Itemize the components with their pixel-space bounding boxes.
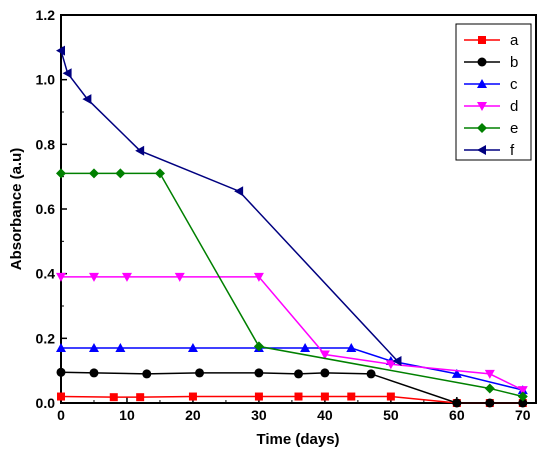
series-a-point <box>254 392 263 401</box>
legend-label-f: f <box>510 142 515 159</box>
x-tick-label: 40 <box>317 407 333 423</box>
series-e-point <box>484 383 495 394</box>
y-tick-label: 0.6 <box>36 201 56 217</box>
legend-marker-d <box>477 102 487 111</box>
series-c-point <box>88 343 99 353</box>
series-a-point <box>294 392 303 401</box>
series-b-point <box>56 367 66 377</box>
legend-marker-c <box>477 79 487 88</box>
legend-label-b: b <box>510 54 518 71</box>
legend-marker-b <box>477 57 487 67</box>
series-f <box>56 45 402 366</box>
series-b <box>56 367 528 408</box>
series-b-point <box>518 398 528 408</box>
y-tick-label: 0.2 <box>36 330 56 346</box>
series-f-point <box>82 94 92 105</box>
series-a-point <box>57 392 65 401</box>
legend-box <box>455 23 532 161</box>
y-axis-title: Absorbance (a.u) <box>8 148 25 271</box>
legend-marker-a <box>478 36 486 44</box>
series-d-point <box>88 272 99 282</box>
series-e-point <box>56 168 66 179</box>
series-a-point <box>136 393 145 402</box>
series-f-point <box>392 355 402 366</box>
legend-marker-e <box>477 123 487 133</box>
legend-marker-f <box>477 145 486 155</box>
series-a-point <box>188 392 197 401</box>
series-e-point <box>517 391 528 402</box>
series-f-point <box>62 68 72 79</box>
x-tick-label: 30 <box>251 407 267 423</box>
legend-label-d: d <box>510 98 518 115</box>
series-a-point <box>347 392 356 401</box>
series-f-line <box>60 50 399 362</box>
series-e <box>56 168 528 402</box>
series-b-point <box>142 369 152 379</box>
series-e-point <box>88 168 99 179</box>
x-tick-label: 10 <box>119 407 135 423</box>
series-d-point <box>484 369 495 379</box>
legend-label-e: e <box>510 120 518 137</box>
series-c <box>56 343 528 395</box>
series-a-point <box>109 393 118 402</box>
y-tick-label: 0.4 <box>36 266 56 282</box>
y-tick-label: 1.0 <box>36 72 56 88</box>
series-c-point <box>451 368 462 378</box>
axis-ticks: 0 10 20 30 40 50 60 70 0.0 0.2 0.4 0.6 0.8 1.0 1.2 <box>36 7 531 423</box>
series-c-point <box>300 343 311 353</box>
series-b-point <box>294 369 303 379</box>
series-d-point <box>121 272 132 282</box>
series-c-point <box>187 343 198 353</box>
series-f-point <box>56 45 65 56</box>
x-tick-label: 0 <box>57 407 65 423</box>
series-f-point <box>135 145 145 156</box>
series-e-point <box>253 341 264 352</box>
series-c-line <box>61 347 523 391</box>
x-tick-label: 60 <box>449 407 465 423</box>
x-tick-label: 20 <box>185 407 201 423</box>
series-d-point <box>517 386 528 396</box>
y-tick-label: 0.0 <box>36 395 56 411</box>
series-c-point <box>115 343 126 353</box>
series-c-point <box>56 343 66 353</box>
x-tick-label: 70 <box>515 407 531 423</box>
series-d-point <box>385 360 396 370</box>
series-b-point <box>89 368 99 378</box>
series-b-point <box>485 398 495 408</box>
y-tick-label: 0.8 <box>36 136 56 152</box>
series-d-point <box>319 350 330 360</box>
x-axis-title: Time (days) <box>256 431 339 448</box>
series-b-point <box>452 398 462 408</box>
series-b-point <box>195 368 205 378</box>
series-d-point <box>174 272 185 282</box>
series-e-point <box>115 168 126 179</box>
y-tick-label: 1.2 <box>36 7 56 23</box>
x-tick-label: 50 <box>383 407 399 423</box>
series-e-line <box>61 172 523 398</box>
series-a-point <box>386 392 395 401</box>
series-d-point <box>253 272 264 282</box>
series-e-point <box>154 168 165 179</box>
legend-label-a: a <box>510 32 519 49</box>
series-d <box>56 272 528 396</box>
legend-label-c: c <box>510 76 518 93</box>
series-b-point <box>320 368 330 378</box>
series-b-point <box>366 369 376 379</box>
series-f-point <box>234 186 244 197</box>
series-a-point <box>320 392 329 401</box>
series-layer <box>56 45 528 408</box>
series-b-point <box>254 368 264 378</box>
series-c-point <box>346 343 357 353</box>
series-d-point <box>56 272 66 282</box>
